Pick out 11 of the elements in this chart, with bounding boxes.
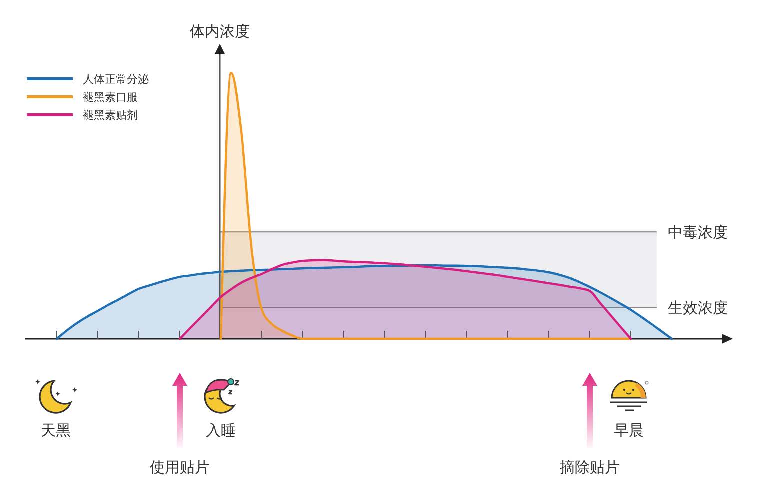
ref-line-label: 中毒浓度	[668, 223, 728, 242]
text: 使用贴片	[150, 458, 210, 476]
legend-label: 人体正常分泌	[83, 72, 149, 86]
text: 天黑	[41, 421, 71, 440]
legend-label: 褪黑素贴剂	[83, 108, 138, 122]
text: 入睡	[206, 421, 236, 440]
ref-line-label: 生效浓度	[668, 299, 728, 318]
y-axis-title: 体内浓度	[190, 22, 250, 40]
text: 早晨	[614, 421, 644, 440]
text: 摘除贴片	[560, 458, 620, 476]
legend-label: 褪黑素口服	[83, 90, 138, 104]
